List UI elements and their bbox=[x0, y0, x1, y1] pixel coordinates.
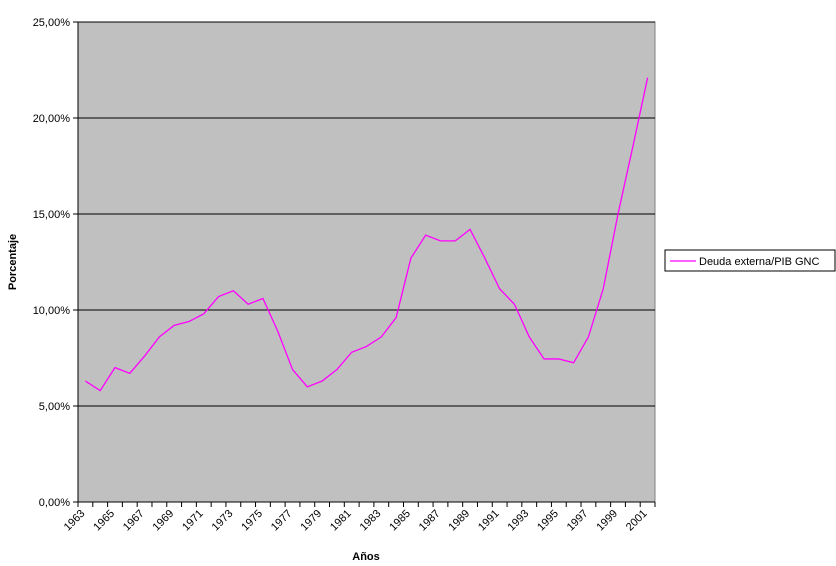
x-axis-label: Años bbox=[352, 551, 380, 563]
plot-area bbox=[77, 21, 656, 503]
y-axis-label: Porcentaje bbox=[7, 234, 19, 290]
x-tick-label: 1973 bbox=[210, 508, 236, 534]
x-tick-label: 1971 bbox=[180, 508, 206, 534]
x-tick-label: 1977 bbox=[269, 508, 295, 534]
y-tick-label: 0,00% bbox=[39, 497, 70, 509]
y-tick-label: 15,00% bbox=[33, 209, 71, 221]
x-tick-label: 1981 bbox=[328, 508, 354, 534]
x-tick-label: 1989 bbox=[446, 508, 472, 534]
x-tick-label: 1969 bbox=[150, 508, 176, 534]
x-tick-label: 1975 bbox=[239, 508, 265, 534]
x-tick-label: 1987 bbox=[417, 508, 443, 534]
legend-box bbox=[664, 249, 836, 272]
x-tick-label: 1991 bbox=[476, 508, 502, 534]
y-tick-label: 5,00% bbox=[39, 401, 70, 413]
x-tick-label: 1985 bbox=[387, 508, 413, 534]
x-tick-label: 1993 bbox=[506, 508, 532, 534]
x-tick-label: 1995 bbox=[535, 508, 561, 534]
data-line bbox=[85, 77, 649, 392]
x-tick-label: 1997 bbox=[565, 508, 591, 534]
x-tick-label: 1967 bbox=[121, 508, 147, 534]
x-tick-label: 2001 bbox=[624, 508, 650, 534]
x-tick-label: 1999 bbox=[594, 508, 620, 534]
x-tick-label: 1963 bbox=[62, 508, 88, 534]
y-tick-label: 10,00% bbox=[33, 305, 71, 317]
legend-label: Deuda externa/PIB GNC bbox=[699, 256, 820, 268]
y-tick-label: 20,00% bbox=[33, 113, 71, 125]
x-tick-label: 1983 bbox=[358, 508, 384, 534]
y-tick-label: 25,00% bbox=[33, 17, 71, 29]
x-tick-label: 1965 bbox=[91, 508, 117, 534]
x-tick-label: 1979 bbox=[298, 508, 324, 534]
